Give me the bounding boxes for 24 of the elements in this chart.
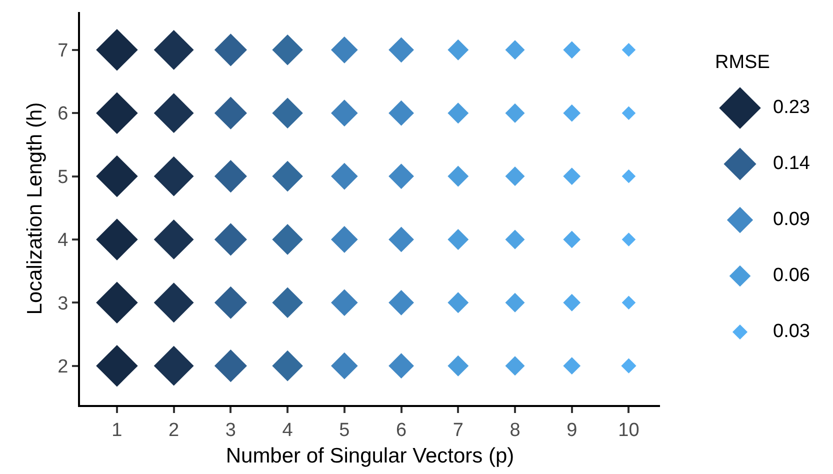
y-tick-label: 2 (58, 356, 68, 378)
legend-label: 0.09 (773, 209, 810, 231)
x-axis-title: Number of Singular Vectors (p) (226, 444, 514, 468)
x-tick-label: 6 (396, 420, 407, 441)
y-tick-label: 3 (58, 293, 68, 314)
y-tick-label: 5 (58, 166, 68, 188)
x-tick-label: 10 (618, 420, 640, 441)
x-tick-label: 5 (339, 420, 350, 441)
y-tick-label: 6 (58, 104, 68, 125)
x-tick-label: 1 (112, 420, 122, 441)
x-tick-label: 3 (225, 420, 236, 441)
legend-label: 0.06 (773, 265, 810, 287)
x-tick-label: 8 (510, 420, 520, 441)
legend-label: 0.23 (773, 97, 810, 119)
legend-title: RMSE (715, 52, 771, 74)
y-tick-label: 4 (58, 230, 69, 252)
x-tick-label: 9 (566, 420, 578, 441)
x-tick-label: 4 (282, 420, 294, 441)
legend-label: 0.03 (773, 321, 810, 343)
x-tick-label: 7 (452, 420, 464, 441)
y-axis-title: Localization Length (h) (23, 102, 46, 315)
legend-label: 0.14 (773, 153, 810, 175)
y-tick-label: 7 (58, 40, 68, 62)
x-tick-label: 2 (168, 420, 180, 441)
